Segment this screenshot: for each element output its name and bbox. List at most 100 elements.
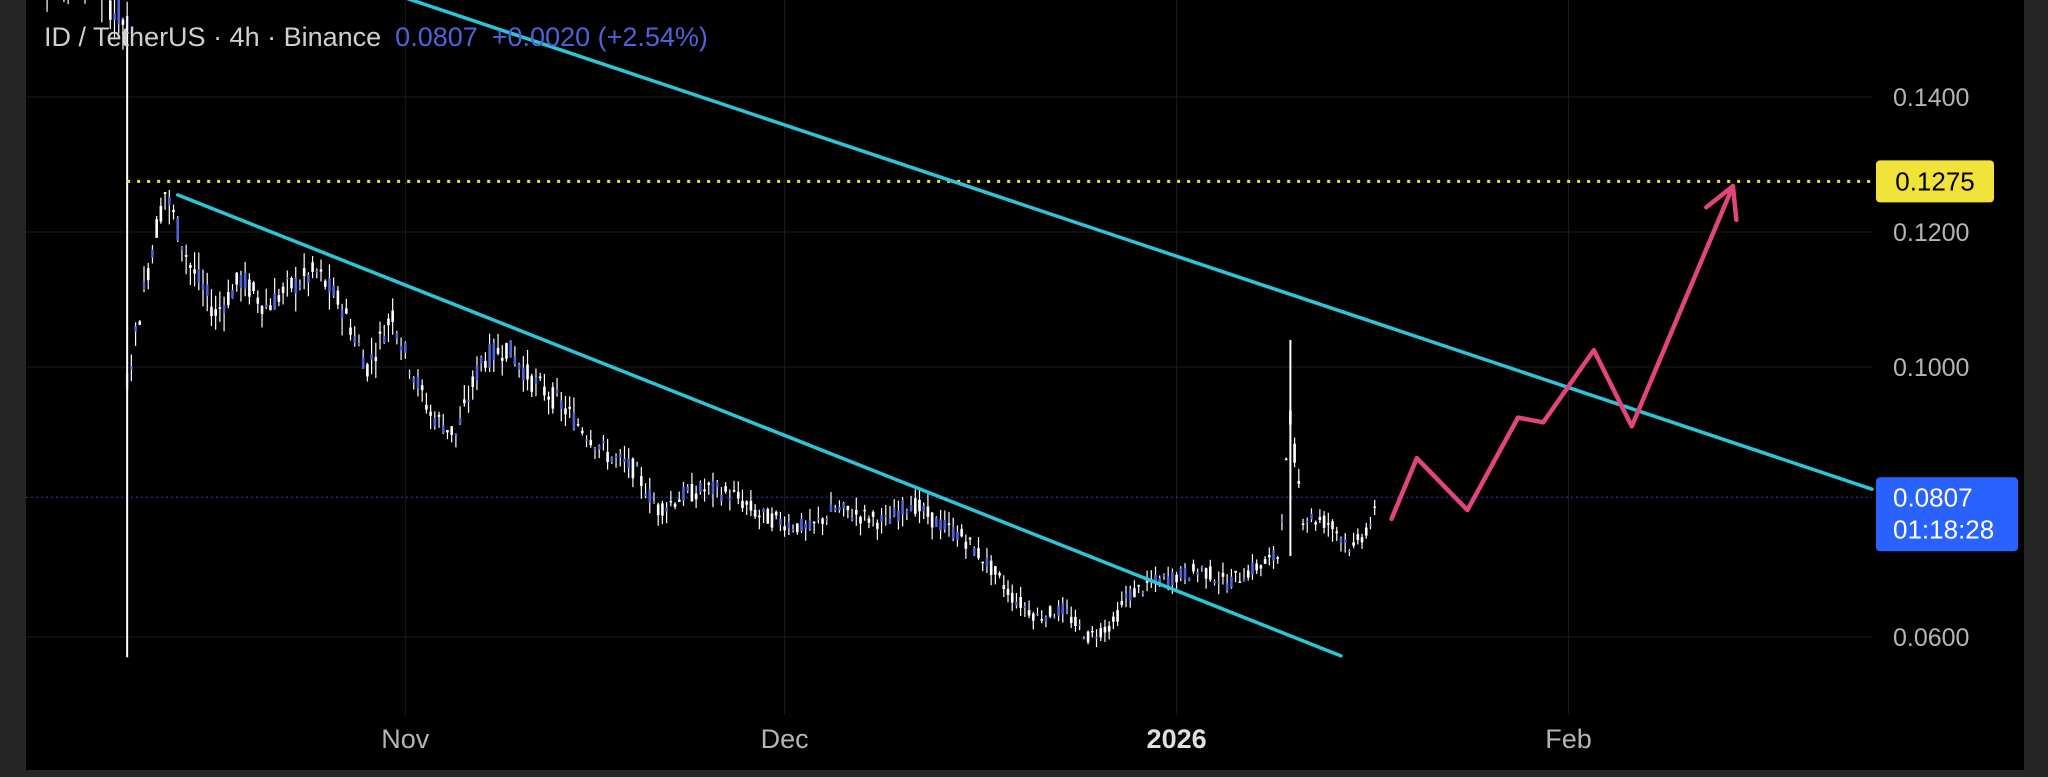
candle-body	[1027, 609, 1031, 616]
candle-body	[1002, 585, 1006, 590]
candle-body	[1314, 521, 1317, 525]
candle-body	[302, 268, 306, 277]
candle-body	[1086, 631, 1090, 643]
candle-body	[791, 529, 795, 531]
candle-body	[998, 573, 1001, 576]
candle-body	[766, 509, 770, 524]
candle-body	[547, 396, 550, 400]
candle-body	[218, 307, 222, 309]
candle-body	[968, 537, 972, 540]
candle-body	[821, 518, 824, 524]
candle-body	[951, 526, 955, 539]
x-axis[interactable]: Nov Dec 2026 Feb	[381, 724, 1592, 754]
candle-body	[1031, 613, 1035, 621]
grid-lines	[26, 0, 1872, 715]
candle-body	[623, 458, 626, 463]
projection-arrowhead	[1730, 183, 1739, 223]
candle-body	[1348, 550, 1351, 553]
candle-body	[488, 344, 491, 368]
candle-body	[783, 526, 786, 531]
candle-body	[930, 512, 934, 528]
candle-body	[842, 502, 845, 509]
candle-body	[1352, 542, 1355, 546]
candle-body	[1369, 524, 1372, 526]
candle-body	[454, 433, 458, 436]
y-axis[interactable]: 0.1400 0.1200 0.1000 0.0600	[1893, 84, 1969, 652]
candle-body	[897, 510, 900, 522]
drawn-trendlines[interactable]	[77, 0, 1874, 658]
candle-body	[715, 482, 719, 488]
last-price: 0.0807	[395, 22, 478, 52]
candle-body	[172, 209, 175, 213]
candle-body	[741, 500, 744, 508]
candle-body	[1360, 537, 1364, 543]
candle-body	[703, 489, 706, 492]
candle-body	[652, 501, 656, 503]
candle-body	[1293, 443, 1296, 463]
candle-body	[1221, 572, 1225, 577]
candle-body	[694, 493, 698, 500]
candle-body	[602, 440, 605, 444]
candle-body	[829, 504, 833, 512]
candle-body	[1230, 576, 1233, 588]
candle-body	[1162, 574, 1166, 577]
candle-body	[610, 457, 614, 463]
candle-body	[1187, 577, 1191, 581]
candle-body	[631, 458, 635, 479]
candle-body	[1082, 638, 1086, 640]
candle-body	[1263, 559, 1267, 564]
candle-body	[412, 377, 416, 383]
candle-body	[884, 515, 888, 517]
chart-canvas[interactable]	[26, 0, 2024, 770]
candle-body	[880, 515, 883, 522]
candle-body	[248, 279, 251, 297]
candle-body	[315, 270, 319, 273]
candle-body	[732, 490, 736, 492]
candle-body	[648, 488, 652, 503]
candle-body	[1242, 578, 1246, 582]
candle-body	[138, 321, 142, 325]
candle-body	[357, 342, 361, 345]
candle-body	[1280, 519, 1284, 522]
candle-body	[1335, 531, 1339, 534]
candle-body	[1196, 571, 1199, 575]
candle-body	[534, 377, 538, 384]
candle-body	[926, 506, 930, 517]
candlestick-series	[46, 0, 1376, 658]
candle-body	[635, 465, 639, 467]
candle-body	[745, 501, 748, 505]
candle-body	[1204, 568, 1208, 579]
candle-body	[193, 269, 196, 274]
candle-body	[1128, 589, 1132, 601]
candle-body	[1006, 588, 1010, 596]
candle-body	[564, 408, 567, 415]
bar-countdown: 01:18:28	[1893, 514, 1994, 544]
candle-body	[374, 357, 378, 362]
chart-header: ID / TetherUS · 4h · Binance 0.0807 +0.002…	[44, 22, 708, 53]
candle-body	[1209, 566, 1212, 580]
candle-body	[972, 547, 976, 556]
candle-body	[294, 277, 298, 294]
candle-body	[286, 277, 289, 280]
candle-body	[256, 297, 260, 304]
candle-body	[876, 522, 879, 529]
candle-body	[989, 560, 993, 575]
symbol-label[interactable]: ID / TetherUS · 4h · Binance	[44, 22, 382, 52]
candle-body	[1213, 581, 1216, 584]
candle-body	[1339, 538, 1343, 544]
candle-body	[555, 389, 559, 394]
candle-body	[399, 345, 403, 351]
candle-body	[981, 561, 985, 564]
candle-body	[758, 515, 761, 518]
candle-body	[1154, 574, 1157, 582]
candle-body	[353, 336, 357, 343]
candle-body	[1217, 582, 1221, 584]
candle-body	[387, 318, 390, 326]
candle-body	[108, 0, 112, 20]
candle-body	[450, 426, 453, 435]
candle-body	[176, 217, 180, 241]
candle-body	[1069, 616, 1073, 624]
candle-body	[1322, 515, 1326, 528]
